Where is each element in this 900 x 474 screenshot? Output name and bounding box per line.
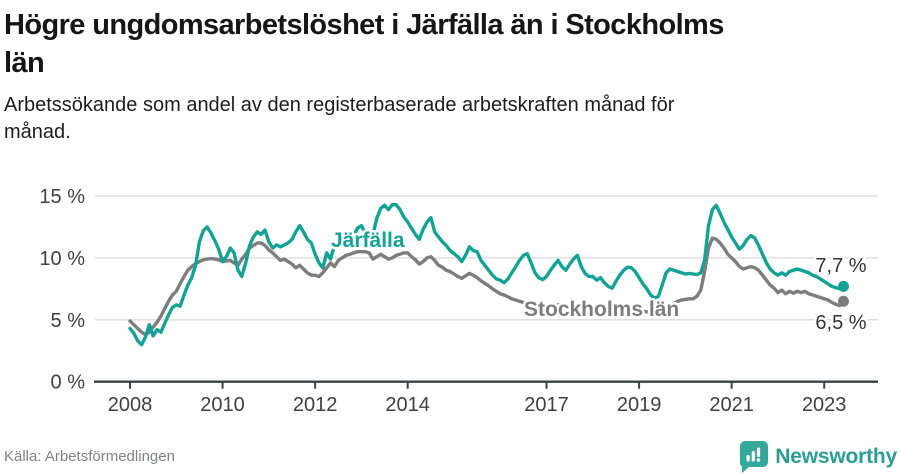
- x-axis-label-2010: 2010: [200, 394, 245, 416]
- logo-bar-mid: [751, 451, 756, 462]
- x-axis-label-2021: 2021: [709, 394, 754, 416]
- end-dot-stockholms-lan: [837, 295, 849, 307]
- title-line-1: Högre ungdomsarbetslöshet i Järfälla än …: [4, 9, 724, 41]
- series-label-stockholms-lan: Stockholms län: [524, 298, 679, 321]
- newsworthy-logo-icon: [740, 441, 769, 473]
- x-axis-label-2008: 2008: [108, 394, 153, 416]
- logo-dot: [756, 458, 761, 462]
- x-axis-label-2012: 2012: [293, 394, 338, 416]
- page-title: Högre ungdomsarbetslöshet i Järfälla än …: [4, 6, 864, 82]
- logo-bar-tall: [757, 447, 761, 457]
- end-value-label-stockholms-lan: 6,5 %: [815, 312, 866, 334]
- x-axis-label-2019: 2019: [617, 394, 662, 416]
- y-axis-label-15: 15 %: [39, 186, 85, 208]
- newsworthy-brand: Newsworthy: [739, 440, 897, 474]
- source-note: Källa: Arbetsförmedlingen: [4, 448, 175, 465]
- y-axis-label-5: 5 %: [51, 310, 86, 332]
- title-line-2: län: [4, 47, 45, 79]
- y-axis-label-0: 0 %: [51, 372, 86, 394]
- end-value-label-jarfalla: 7,7 %: [815, 255, 866, 277]
- brand-name: Newsworthy: [775, 445, 897, 468]
- logo-bar-short: [746, 455, 750, 462]
- x-axis-label-2014: 2014: [385, 394, 430, 416]
- end-dot-jarfalla: [837, 280, 849, 292]
- y-axis-label-10: 10 %: [39, 248, 85, 270]
- subtitle-line-1: Arbetssökande som andel av den registerb…: [4, 94, 675, 116]
- subtitle-line-2: månad.: [4, 121, 71, 143]
- x-axis-label-2017: 2017: [524, 394, 569, 416]
- x-axis-label-2023: 2023: [802, 394, 847, 416]
- series-label-jarfalla: Järfälla: [331, 229, 405, 252]
- series-line-jarfalla: [128, 202, 846, 347]
- page-subtitle: Arbetssökande som andel av den registerb…: [4, 92, 784, 146]
